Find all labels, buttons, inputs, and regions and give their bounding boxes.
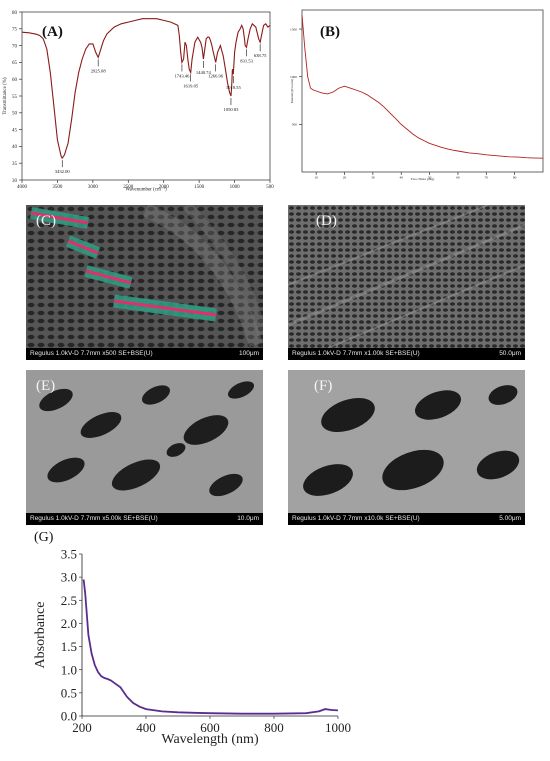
y-tick-label: 70 xyxy=(12,44,18,49)
sem-image-c: (C) Regulus 1.0kV-D 7.7mm x500 SE+BSE(U)… xyxy=(26,205,263,360)
y-axis-label: Intensity(Counts) xyxy=(290,78,294,103)
sem-info-c: Regulus 1.0kV-D 7.7mm x500 SE+BSE(U) xyxy=(30,350,153,357)
y-tick-label: 80 xyxy=(12,11,18,16)
annotation-label: 3432.00 xyxy=(55,169,71,174)
x-tick-label: 200 xyxy=(72,720,92,735)
xrd-chart: 10 20 30 40 50 60 70 80 500 1000 1500 Two-Theta (de… xyxy=(290,9,544,181)
y-axis-label: Absorbance xyxy=(33,602,48,669)
y-tick-label: 60 xyxy=(12,78,18,83)
x-tick-label: 1000 xyxy=(325,720,351,735)
annotation-label: 638.75 xyxy=(254,53,267,58)
x-tick-label: 60 xyxy=(456,176,460,180)
sem-texture-c xyxy=(26,205,263,348)
sem-scale-e: 10.0μm xyxy=(237,515,259,522)
y-axis-label: Transmittance (%) xyxy=(3,77,8,115)
sem-info-d: Regulus 1.0kV-D 7.7mm x1.00k SE+BSE(U) xyxy=(292,350,420,357)
highlight-bands xyxy=(29,207,217,322)
panel-f-label: (F) xyxy=(314,378,333,394)
panel-b-label: (B) xyxy=(320,24,340,40)
series-line xyxy=(301,14,544,159)
x-tick-label: 40 xyxy=(399,176,403,180)
series-line xyxy=(82,579,339,715)
y-tick-label: 500 xyxy=(292,123,298,127)
uv-vis-chart: 200 400 600 800 1000 0.0 0.5 1.0 1.5 2.0 2.5 3.0 3.5… xyxy=(33,547,351,747)
panel-g: 200 400 600 800 1000 0.0 0.5 1.0 1.5 2.0 2.5 3.0 3.5… xyxy=(0,528,360,756)
y-tick-label: 1.0 xyxy=(61,662,77,677)
sem-texture-f xyxy=(288,370,525,513)
x-tick-label: 2500 xyxy=(123,185,134,190)
x-tick-label: 80 xyxy=(513,176,517,180)
x-tick-label: 800 xyxy=(264,720,284,735)
x-tick-label: 400 xyxy=(136,720,156,735)
x-tick-label: 2000 xyxy=(159,185,170,190)
y-tick-label: 65 xyxy=(12,61,18,66)
x-tick-label: 500 xyxy=(266,185,274,190)
sem-scale-d: 50.0μm xyxy=(499,350,521,357)
y-tick-label: 1.5 xyxy=(61,639,77,654)
y-tick-label: 75 xyxy=(12,28,18,33)
sem-scale-f: 5.00μm xyxy=(499,515,521,522)
sem-info-bar-f: Regulus 1.0kV-D 7.7mm x10.0k SE+BSE(U) 5… xyxy=(288,513,525,525)
sem-info-f: Regulus 1.0kV-D 7.7mm x10.0k SE+BSE(U) xyxy=(292,515,420,522)
annotation-label: 1619.05 xyxy=(183,83,199,88)
y-tick-label: 0.0 xyxy=(61,709,77,724)
y-tick-label: 50 xyxy=(12,112,18,117)
sem-info-bar-c: Regulus 1.0kV-D 7.7mm x500 SE+BSE(U) 100… xyxy=(26,348,263,360)
sem-info-bar-e: Regulus 1.0kV-D 7.7mm x5.00k SE+BSE(U) 1… xyxy=(26,513,263,525)
x-tick-label: 3000 xyxy=(88,185,99,190)
sem-info-e: Regulus 1.0kV-D 7.7mm x5.00k SE+BSE(U) xyxy=(30,515,158,522)
sem-texture-d xyxy=(288,205,525,349)
y-tick-label: 1500 xyxy=(290,27,297,31)
panel-c-label: (C) xyxy=(36,213,56,229)
x-tick-label: 1000 xyxy=(230,185,241,190)
annotation-label: 1050.83 xyxy=(223,107,239,112)
y-tick-label: 35 xyxy=(12,162,18,167)
x-tick-label: 3500 xyxy=(52,185,63,190)
panel-a-label: (A) xyxy=(42,24,63,40)
panel-g-label: (G) xyxy=(34,530,54,545)
panel-e-label: (E) xyxy=(36,378,56,394)
panel-b: 10 20 30 40 50 60 70 80 500 1000 1500 Two-Theta (de… xyxy=(288,0,550,200)
y-tick-label: 3.0 xyxy=(61,570,77,585)
y-tick-label: 2.5 xyxy=(61,593,77,608)
plot-frame xyxy=(301,9,544,173)
annotation-label: 831.53 xyxy=(240,58,253,63)
ftir-chart: 4000 3500 3000 2500 2000 1500 1000 500 30 35 40 45 5… xyxy=(3,11,274,193)
x-axis-label: Wavelength (nm) xyxy=(161,732,259,747)
y-tick-label: 1000 xyxy=(290,75,297,79)
x-tick-label: 20 xyxy=(343,176,347,180)
panel-a: 4000 3500 3000 2500 2000 1500 1000 500 30 35 40 45 5… xyxy=(0,0,285,200)
panel-d-label: (D) xyxy=(316,213,337,229)
x-tick-label: 10 xyxy=(314,176,318,180)
y-tick-label: 45 xyxy=(12,128,18,133)
y-tick-label: 0.5 xyxy=(61,685,77,700)
annotation-label: 1266.96 xyxy=(208,73,224,78)
x-tick-label: 1500 xyxy=(194,185,205,190)
sem-image-f: (F) Regulus 1.0kV-D 7.7mm x10.0k SE+BSE(… xyxy=(288,370,525,525)
y-tick-label: 55 xyxy=(12,95,18,100)
annotation-label: 1743.46 xyxy=(174,73,190,78)
y-tick-label: 3.5 xyxy=(61,547,77,562)
x-tick-label: 4000 xyxy=(17,185,28,190)
sem-image-d: (D) Regulus 1.0kV-D 7.7mm x1.00k SE+BSE(… xyxy=(288,205,525,360)
annotation-label: 2925.08 xyxy=(91,68,107,73)
x-tick-label: 600 xyxy=(200,720,220,735)
annotation-label: 1018.55 xyxy=(226,85,242,90)
y-tick-label: 30 xyxy=(12,179,18,184)
sem-image-e: (E) Regulus 1.0kV-D 7.7mm x5.00k SE+BSE(… xyxy=(26,370,263,525)
sem-info-bar-d: Regulus 1.0kV-D 7.7mm x1.00k SE+BSE(U) 5… xyxy=(288,348,525,360)
x-tick-label: 50 xyxy=(428,176,432,180)
x-axis-label: Two-Theta (deg) xyxy=(411,177,435,181)
y-tick-label: 2.0 xyxy=(61,616,77,631)
series-line xyxy=(21,18,271,160)
y-tick-label: 40 xyxy=(12,145,18,150)
sem-scale-c: 100μm xyxy=(238,350,259,357)
x-tick-label: 30 xyxy=(371,176,375,180)
x-axis-label: Wavenumber (cm⁻¹) xyxy=(125,187,167,193)
x-tick-label: 70 xyxy=(485,176,489,180)
sem-texture-e xyxy=(26,370,263,513)
annotation-label: 1440.74 xyxy=(196,70,212,75)
